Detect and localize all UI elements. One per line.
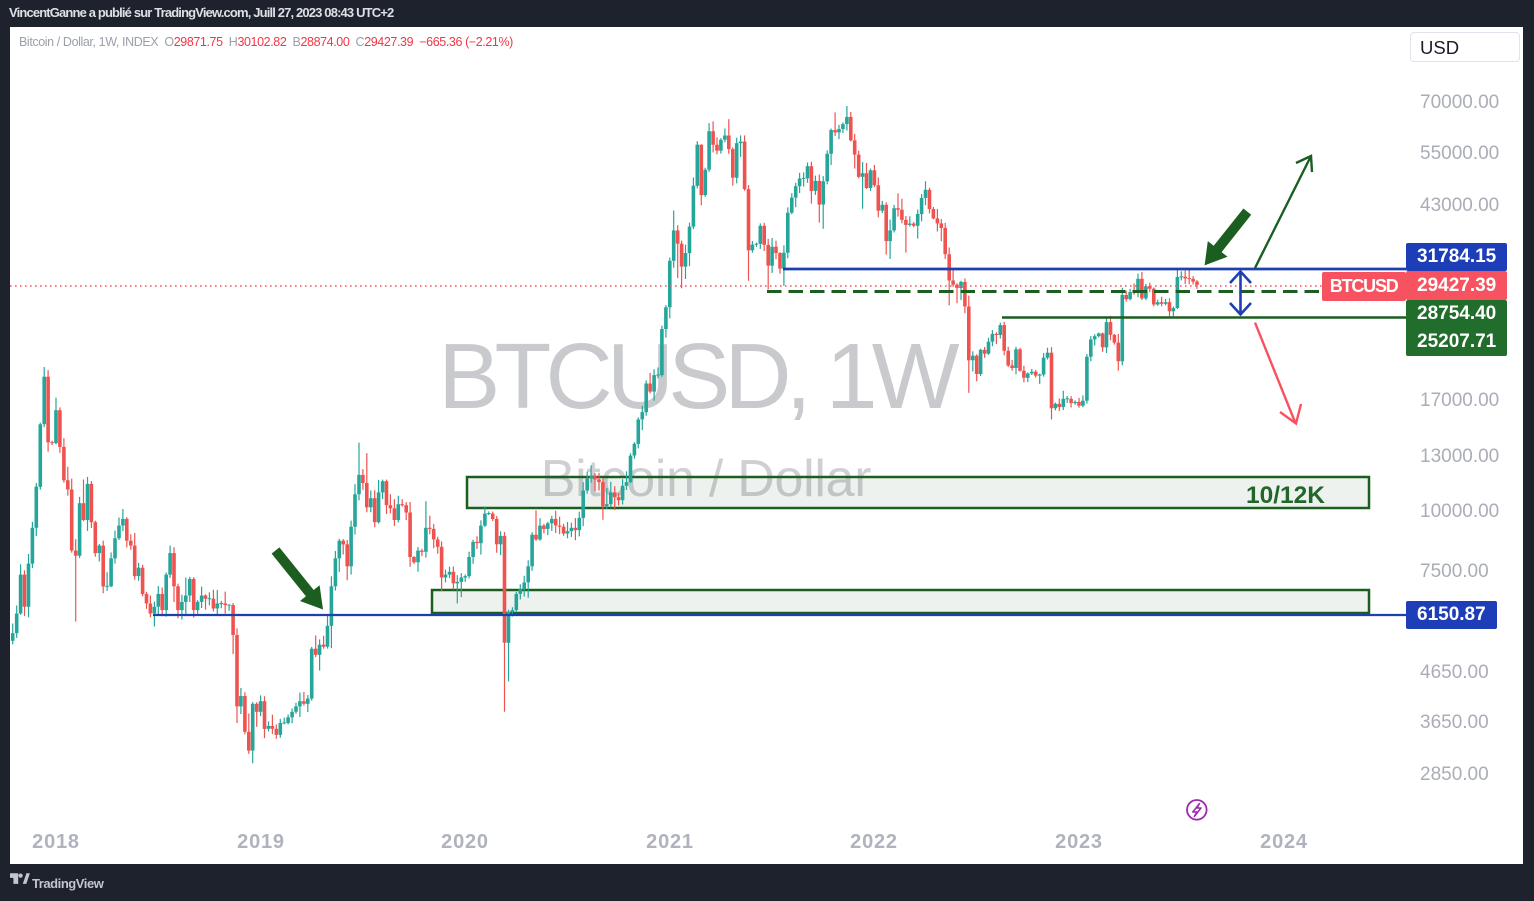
svg-text:10/12K: 10/12K <box>1246 482 1325 509</box>
